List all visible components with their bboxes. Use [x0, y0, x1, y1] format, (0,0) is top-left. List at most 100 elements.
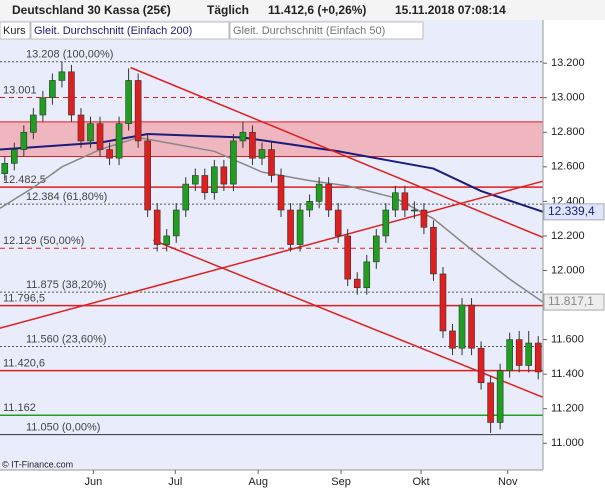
- legend-entry: Gleit. Durchschnitt (Einfach 200): [34, 25, 192, 37]
- candle-body: [315, 183, 323, 202]
- level-label: 11.050 (0,00%): [26, 421, 100, 433]
- candle-body: [344, 235, 352, 280]
- candle-body: [153, 209, 161, 245]
- candle-body: [115, 123, 123, 159]
- candle-body: [401, 192, 409, 211]
- candle-body: [392, 192, 399, 211]
- candle-body: [534, 342, 542, 373]
- x-tick-label: Nov: [498, 476, 518, 488]
- x-tick-label: Jul: [168, 476, 182, 488]
- candle-body: [525, 342, 533, 366]
- candle-body: [487, 382, 494, 423]
- x-tick-label: Sep: [331, 476, 351, 488]
- candle-body: [449, 330, 456, 349]
- candle-body: [306, 201, 313, 211]
- level-label: 13.001: [3, 84, 37, 96]
- candle-body: [201, 175, 209, 194]
- candle-body: [411, 209, 418, 212]
- candle-body: [277, 175, 285, 211]
- candle-body: [96, 123, 104, 150]
- end-label-bg: [543, 203, 605, 221]
- candle-body: [144, 140, 151, 211]
- candle-body: [249, 131, 256, 159]
- legend-entry: Kurs: [3, 25, 26, 37]
- candle-body: [191, 175, 199, 185]
- end-label: 11.817,1: [548, 294, 594, 308]
- moving-average: [0, 133, 544, 213]
- level-label: 12.129 (50,00%): [3, 235, 84, 247]
- level-label: 11.560 (23,60%): [26, 333, 107, 345]
- plot-bg: [0, 20, 543, 470]
- candle-body: [39, 97, 47, 116]
- y-tick-label: 12.200: [551, 230, 585, 242]
- candle-body: [49, 80, 56, 99]
- candle-body: [506, 339, 513, 371]
- candle-body: [1, 163, 9, 175]
- candle-body: [87, 123, 94, 142]
- candle-body: [125, 80, 132, 124]
- x-tick-label: Okt: [413, 476, 430, 488]
- header-bg: [0, 0, 605, 20]
- trendline: [0, 180, 544, 329]
- candle-body: [353, 278, 361, 289]
- candle-body: [496, 370, 504, 423]
- candle-body: [239, 131, 247, 142]
- candle-body: [77, 114, 85, 142]
- plot: 13.208 (100,00%) 13.001 12.482,5 12.384 (61…: [0, 49, 544, 436]
- candle-body: [458, 304, 466, 349]
- candle-body: [468, 304, 475, 349]
- candle-body: [382, 209, 390, 237]
- level-label: 11.162: [3, 402, 36, 414]
- candle-body: [163, 235, 171, 245]
- legend-box: [0, 21, 31, 40]
- candle-body: [477, 347, 485, 384]
- y-tick-label: 11.400: [551, 368, 584, 380]
- legend-box: [30, 21, 230, 40]
- level-label: 11.420,6: [3, 357, 45, 369]
- x-tick-label: Aug: [248, 476, 268, 488]
- timestamp: 15.11.2018 07:08:14: [395, 3, 506, 17]
- candle-body: [258, 149, 266, 159]
- candle-body: [515, 339, 523, 366]
- y-tick-label: 13.200: [551, 57, 585, 69]
- candle-body: [296, 209, 304, 245]
- candle-body: [420, 209, 428, 228]
- y-tick-label: 12.600: [551, 161, 585, 173]
- candle-body: [211, 166, 218, 194]
- y-tick-label: 13.000: [551, 92, 585, 104]
- candle-body: [439, 273, 447, 332]
- end-label: 12.339,4: [548, 204, 595, 218]
- y-tick-label: 11.600: [551, 333, 584, 345]
- candle-body: [68, 71, 75, 116]
- candle-body: [220, 166, 228, 185]
- candle-body: [172, 209, 180, 237]
- y-tick-label: 12.000: [551, 264, 585, 276]
- level-label: 12.384 (61,80%): [26, 191, 107, 203]
- y-tick-label: 11.200: [551, 403, 584, 415]
- candle-body: [20, 131, 28, 150]
- level-label: 12.482,5: [3, 174, 46, 186]
- footer: © IT-Finance.com: [2, 459, 73, 469]
- legend-entry: Gleit. Durchschnitt (Einfach 50): [233, 25, 385, 37]
- quote: 11.412,6 (+0,26%): [268, 3, 366, 17]
- candle-body: [430, 226, 437, 275]
- candle-body: [363, 261, 371, 289]
- trendline: [130, 66, 544, 239]
- candle-body: [182, 183, 190, 211]
- level-label: 11.796,5: [3, 293, 45, 305]
- candle-body: [10, 149, 18, 164]
- candle-body: [372, 235, 380, 263]
- level-label: 11.875 (38,20%): [26, 279, 107, 291]
- candle-body: [287, 209, 294, 245]
- candle-body: [325, 183, 332, 211]
- level-label: 13.208 (100,00%): [26, 49, 113, 61]
- candle-body: [58, 71, 66, 81]
- x-tick-label: Jun: [84, 476, 102, 488]
- moving-average: [0, 136, 544, 303]
- candle-body: [268, 149, 275, 176]
- candle-body: [106, 149, 113, 159]
- candle-body: [230, 140, 237, 185]
- candle-body: [134, 80, 142, 142]
